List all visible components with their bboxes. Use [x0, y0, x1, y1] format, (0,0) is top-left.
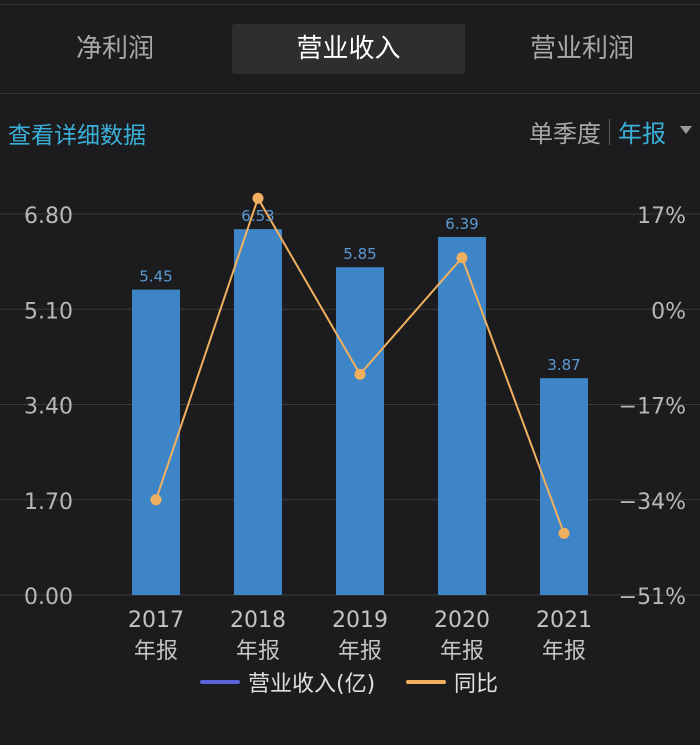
legend-swatch-yoy: [406, 680, 446, 684]
y-right-tick-label: −34%: [619, 490, 686, 515]
yoy-point: [456, 252, 468, 264]
period-separator: [609, 118, 610, 145]
yoy-point: [150, 494, 162, 506]
bar-value-label: 5.85: [343, 245, 376, 263]
bar: [438, 236, 486, 596]
period-toggle: 单季度 年报: [529, 114, 666, 149]
yoy-point: [252, 192, 264, 204]
x-tick-label: 2021: [536, 608, 592, 633]
x-tick-label: 2019: [332, 608, 388, 633]
x-tick-label: 年报: [338, 639, 382, 664]
view-details-link[interactable]: 查看详细数据: [8, 123, 146, 149]
x-tick-label: 2020: [434, 608, 490, 633]
y-left-tick-label: 0.00: [24, 585, 73, 610]
tabs-divider: [0, 93, 700, 94]
y-left-tick-label: 3.40: [24, 395, 73, 420]
chart-legend: 营业收入(亿) 同比: [0, 666, 700, 698]
bar-value-label: 3.87: [547, 356, 580, 374]
x-tick-label: 年报: [440, 639, 484, 664]
y-left-tick-label: 6.80: [24, 204, 73, 229]
tab-revenue[interactable]: 营业收入: [232, 24, 465, 74]
legend-label-revenue: 营业收入(亿): [248, 672, 376, 697]
legend-item-yoy: 同比: [406, 666, 498, 698]
x-tick-label: 2017: [128, 608, 184, 633]
y-right-tick-label: −17%: [619, 395, 686, 420]
y-right-tick-label: 17%: [637, 204, 686, 229]
bar-value-label: 6.39: [445, 215, 478, 233]
bar: [234, 229, 282, 596]
tab-net-profit[interactable]: 净利润: [75, 34, 154, 64]
period-annual[interactable]: 年报: [618, 120, 666, 148]
yoy-point: [354, 368, 366, 380]
y-left-tick-label: 5.10: [24, 299, 73, 324]
legend-swatch-revenue: [200, 680, 240, 684]
x-tick-label: 年报: [134, 639, 178, 664]
y-right-tick-label: −51%: [619, 585, 686, 610]
legend-label-yoy: 同比: [454, 672, 499, 697]
period-single-quarter[interactable]: 单季度: [529, 120, 601, 148]
top-divider: [0, 4, 700, 5]
yoy-point: [558, 527, 570, 539]
legend-item-revenue: 营业收入(亿): [200, 666, 375, 698]
bar-value-label: 6.53: [241, 207, 274, 225]
tab-operating-profit[interactable]: 营业利润: [529, 34, 634, 64]
bar: [540, 378, 588, 595]
bar: [132, 289, 180, 595]
y-right-tick-label: 0%: [651, 299, 686, 324]
x-tick-label: 2018: [230, 608, 286, 633]
bar-value-label: 5.45: [139, 268, 172, 286]
x-tick-label: 年报: [236, 639, 280, 664]
metric-tabs: 净利润 营业收入 营业利润: [0, 24, 700, 74]
bar: [336, 267, 384, 595]
x-tick-label: 年报: [542, 639, 586, 664]
y-left-tick-label: 1.70: [24, 490, 73, 515]
caret-down-icon[interactable]: [680, 126, 692, 134]
